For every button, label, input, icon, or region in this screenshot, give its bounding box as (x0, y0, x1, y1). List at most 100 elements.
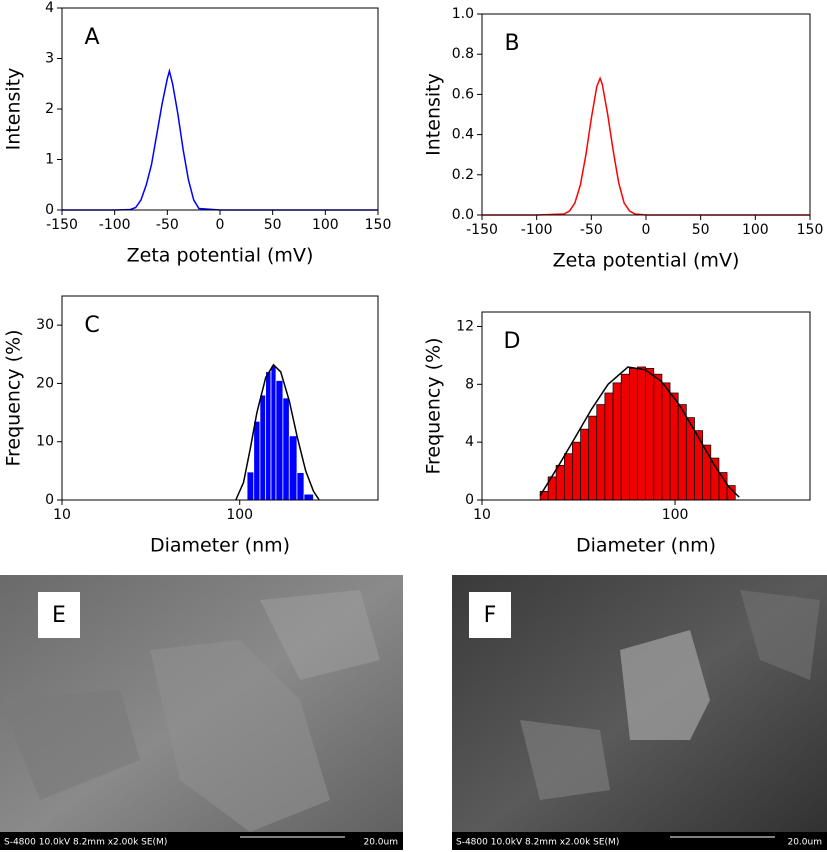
bar (702, 444, 712, 501)
bar (645, 368, 655, 501)
x-axis-label: Zeta potential (mV) (127, 245, 314, 267)
bar (620, 373, 630, 501)
y-tick-label: 4 (45, 0, 54, 16)
line (62, 68, 378, 211)
x-tick-label: 10 (473, 507, 491, 523)
fit-curve (539, 366, 740, 498)
x-tick-label: 150 (797, 222, 824, 238)
bar (265, 371, 272, 501)
bar (259, 394, 267, 501)
bar (677, 404, 687, 501)
x-tick-label: 0 (216, 217, 225, 233)
y-tick-label: 0 (45, 492, 54, 508)
y-tick-label: 3 (45, 51, 54, 67)
panel-label: F (484, 603, 497, 628)
bar (653, 373, 663, 501)
bar (612, 382, 622, 501)
x-axis-label: Zeta potential (mV) (553, 250, 740, 272)
caption: S-4800 10.0kV 8.2mm x2.00k SE(M) (4, 838, 167, 848)
y-tick-label: 12 (456, 318, 474, 334)
x-tick-label: -100 (521, 222, 553, 238)
x-tick-label: 100 (742, 222, 769, 238)
scale-label: 20.0um (787, 838, 822, 848)
bar (282, 397, 290, 501)
sheet (740, 590, 820, 680)
panel-label: E (52, 603, 66, 628)
y-axis-label: Frequency (%) (3, 329, 25, 466)
bar (596, 404, 606, 501)
bar (710, 457, 720, 501)
bar (270, 365, 277, 501)
x-tick-label: 50 (692, 222, 710, 238)
y-tick-label: 30 (36, 317, 54, 333)
panel-label: B (504, 31, 519, 56)
x-tick-label: 100 (226, 507, 253, 523)
x-tick-label: -50 (156, 217, 179, 233)
bar (572, 441, 581, 501)
x-tick-label: 100 (312, 217, 339, 233)
y-tick-label: 2 (45, 101, 54, 117)
x-tick-label: 50 (264, 217, 282, 233)
sheet (150, 640, 330, 832)
y-tick-label: 0.2 (452, 167, 474, 183)
bar (275, 380, 284, 501)
y-axis-label: Intensity (3, 68, 25, 151)
bar (555, 464, 565, 501)
y-tick-label: 1.0 (452, 6, 474, 22)
bar (629, 368, 638, 501)
bar (563, 453, 573, 501)
x-axis-label: Diameter (nm) (576, 535, 716, 557)
sheet (0, 690, 140, 800)
bar (580, 428, 590, 501)
sheet (260, 590, 380, 680)
bar (288, 435, 298, 501)
x-tick-label: 10 (53, 507, 71, 523)
label-box (469, 592, 511, 638)
y-tick-label: 0.8 (452, 46, 474, 62)
x-tick-label: -50 (580, 222, 603, 238)
y-tick-label: 0.6 (452, 86, 474, 102)
bar (296, 472, 305, 501)
y-tick-label: 1 (45, 152, 54, 168)
bar (588, 415, 598, 501)
line (482, 76, 810, 216)
y-axis-label: Frequency (%) (423, 337, 445, 474)
bar (669, 392, 679, 501)
x-tick-label: 150 (365, 217, 392, 233)
y-tick-label: 8 (465, 376, 474, 392)
bar (246, 471, 255, 501)
bar (604, 392, 614, 501)
bar (637, 366, 646, 501)
y-tick-label: 0 (45, 202, 54, 218)
y-axis-label: Intensity (423, 73, 445, 156)
panel-label: D (504, 329, 521, 354)
bar (661, 382, 671, 501)
sem-image-f: F S-4800 10.0kV 8.2mm x2.00k SE(M) 20.0u… (452, 575, 827, 850)
y-tick-label: 10 (36, 434, 54, 450)
plot-frame (481, 311, 811, 501)
bar (253, 420, 261, 501)
plot-frame (61, 7, 379, 211)
x-tick-label: -150 (46, 217, 78, 233)
panel-label: A (84, 25, 99, 50)
caption: S-4800 10.0kV 8.2mm x2.00k SE(M) (456, 838, 619, 848)
plot-frame (481, 13, 811, 216)
x-tick-label: -100 (99, 217, 131, 233)
bar (303, 493, 314, 501)
y-tick-label: 4 (465, 434, 474, 450)
scale-label: 20.0um (363, 838, 398, 848)
bar (718, 472, 728, 501)
sheet (620, 630, 710, 740)
panel-label: C (84, 313, 99, 338)
y-tick-label: 0.4 (452, 127, 474, 143)
plot-frame (61, 295, 379, 501)
y-tick-label: 20 (36, 375, 54, 391)
x-tick-label: -150 (466, 222, 498, 238)
x-axis-label: Diameter (nm) (150, 535, 290, 557)
x-tick-label: 100 (662, 507, 689, 523)
sheet (520, 720, 610, 800)
fit-curve (235, 363, 320, 501)
bar (685, 417, 695, 501)
y-tick-label: 0 (465, 492, 474, 508)
